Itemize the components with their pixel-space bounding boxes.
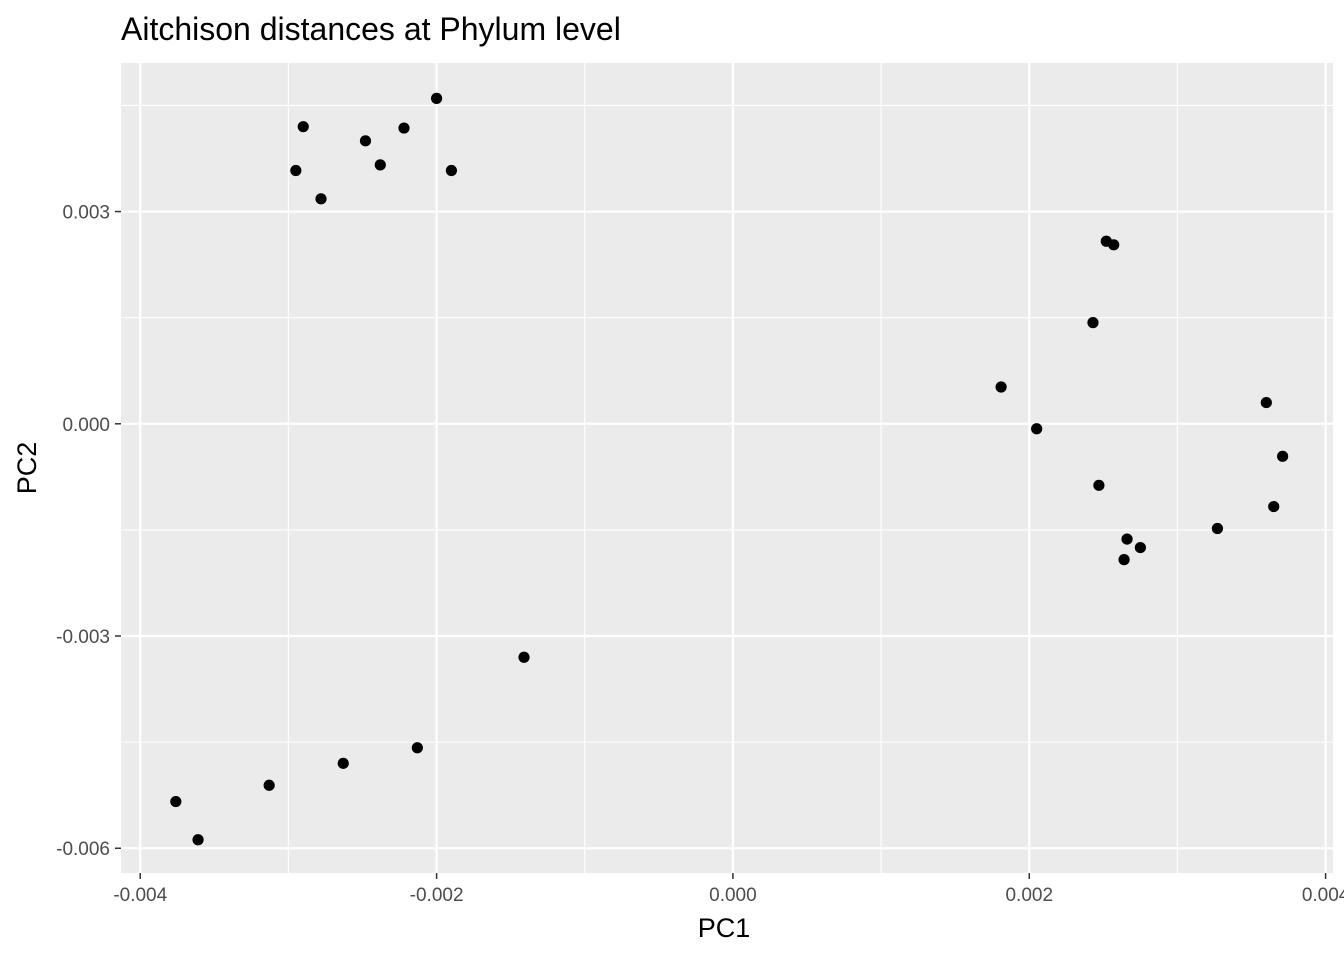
grid-major <box>121 63 1333 873</box>
x-axis: -0.004 -0.002 0.000 0.002 0.004 <box>113 873 1344 906</box>
data-point <box>411 742 423 754</box>
x-tick-label: 0.000 <box>709 885 757 906</box>
x-tick-label: 0.004 <box>1302 885 1344 906</box>
x-tick-label: -0.002 <box>410 885 464 906</box>
y-tick-label: 0.003 <box>62 203 110 224</box>
x-tick-label: 0.002 <box>1005 885 1053 906</box>
data-point <box>1093 479 1105 491</box>
data-point <box>1087 317 1099 329</box>
data-point <box>1211 522 1224 535</box>
grid-minor <box>121 63 1333 873</box>
y-tick-label: -0.003 <box>56 627 110 648</box>
data-point <box>1134 541 1146 554</box>
data-point <box>518 651 530 663</box>
y-tick-label: -0.006 <box>56 839 110 860</box>
data-point <box>1268 500 1280 513</box>
y-tick-label: 0.000 <box>62 415 110 436</box>
data-point <box>995 381 1007 393</box>
data-point <box>1277 450 1289 462</box>
data-point <box>263 779 275 791</box>
data-point <box>192 834 204 846</box>
plot-panel <box>121 63 1333 873</box>
data-point <box>1108 239 1120 251</box>
data-point <box>1031 423 1043 435</box>
x-tick-label: -0.004 <box>113 885 167 906</box>
y-axis-title: PC2 <box>12 442 42 495</box>
points-layer <box>170 92 1289 846</box>
data-point <box>297 121 309 133</box>
x-axis-title: PC1 <box>698 913 751 943</box>
data-point <box>170 795 182 808</box>
data-point <box>374 159 386 171</box>
data-point <box>398 122 410 134</box>
data-point <box>445 164 458 177</box>
data-point <box>1260 396 1272 409</box>
chart-title: Aitchison distances at Phylum level <box>121 11 621 47</box>
data-point <box>337 757 349 769</box>
data-point <box>1121 533 1133 545</box>
data-point <box>1118 554 1130 566</box>
y-axis: -0.006 -0.003 0.000 0.003 <box>56 203 121 860</box>
data-point <box>359 135 372 147</box>
data-point <box>315 193 327 205</box>
data-point <box>430 92 443 104</box>
data-point <box>290 164 302 177</box>
